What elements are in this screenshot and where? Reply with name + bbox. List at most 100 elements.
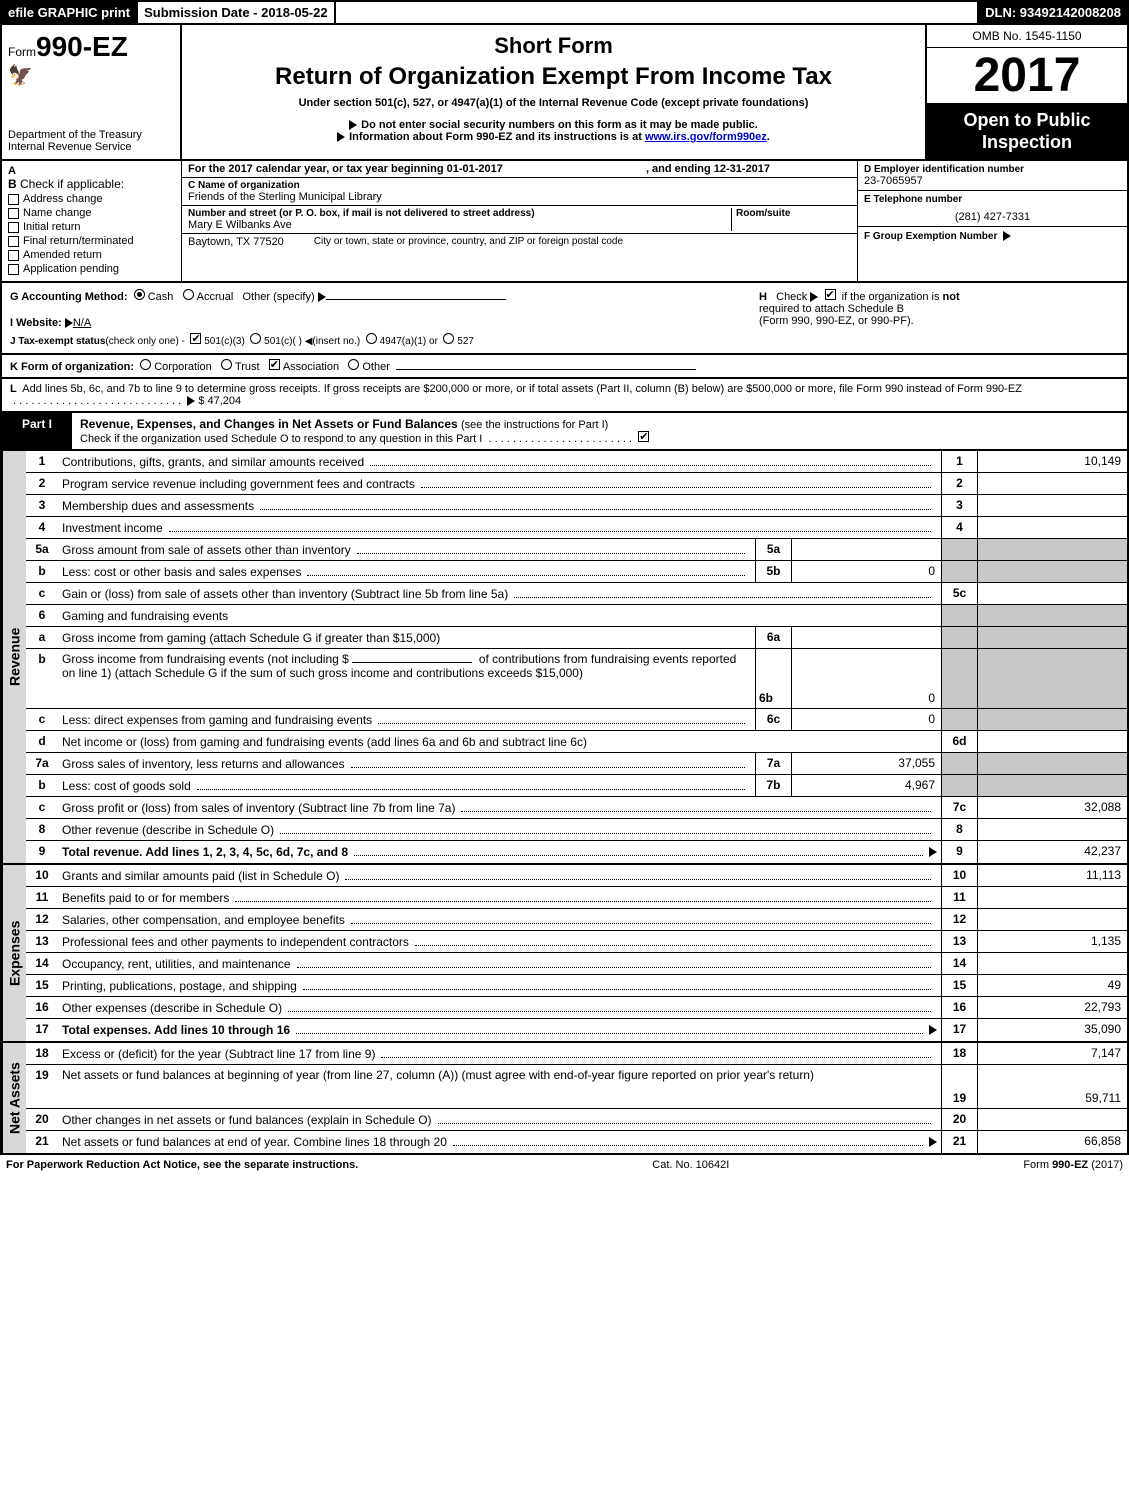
fundraising-amount-line[interactable] [352, 662, 472, 663]
h-label: H [759, 291, 767, 303]
k-line: K Form of organization: Corporation Trus… [0, 355, 1129, 379]
g-label: G Accounting Method: [10, 291, 128, 303]
check-application-pending[interactable] [8, 264, 19, 275]
a-label: A [8, 165, 16, 177]
g-line: G Accounting Method: Cash Accrual Other … [10, 289, 739, 303]
header-center: Short Form Return of Organization Exempt… [182, 25, 927, 159]
check-amended-return[interactable] [8, 250, 19, 261]
row-16: 16 Other expenses (describe in Schedule … [26, 997, 1127, 1019]
row-1: 1 Contributions, gifts, grants, and simi… [26, 451, 1127, 473]
info-prefix: Information about Form 990-EZ and its in… [349, 131, 645, 143]
ln-18: 18 [26, 1043, 58, 1064]
radio-527[interactable] [443, 333, 454, 344]
rn-7c: 7c [941, 797, 977, 818]
rv-19: 59,711 [977, 1065, 1127, 1108]
ln-17: 17 [26, 1019, 58, 1041]
address-box: Number and street (or P. O. box, if mail… [182, 206, 857, 234]
rn-4: 4 [941, 517, 977, 538]
form-number: Form990-EZ [8, 31, 174, 63]
expenses-body: 10 Grants and similar amounts paid (list… [26, 865, 1127, 1041]
ln-14: 14 [26, 953, 58, 974]
arrow-icon [929, 1137, 937, 1147]
e-label: E Telephone number [864, 194, 1121, 205]
rn-20: 20 [941, 1109, 977, 1130]
open-line2: Inspection [931, 132, 1123, 154]
b-label: B [8, 177, 17, 191]
radio-corporation[interactable] [140, 359, 151, 370]
desc-6c: Less: direct expenses from gaming and fu… [62, 713, 372, 727]
radio-cash[interactable] [134, 289, 145, 300]
radio-trust[interactable] [221, 359, 232, 370]
radio-other-org[interactable] [348, 359, 359, 370]
d-ein-row: D Employer identification number 23-7065… [858, 161, 1127, 191]
part-i-title: Revenue, Expenses, and Changes in Net As… [80, 417, 458, 431]
radio-accrual[interactable] [183, 289, 194, 300]
desc-6d: Net income or (loss) from gaming and fun… [62, 735, 587, 749]
room-label: Room/suite [736, 208, 851, 219]
line-a-begin: For the 2017 calendar year, or tax year … [188, 163, 503, 175]
ln-3: 3 [26, 495, 58, 516]
rn-3: 3 [941, 495, 977, 516]
check-501c3[interactable] [190, 333, 201, 344]
rn-12: 12 [941, 909, 977, 930]
row-8: 8 Other revenue (describe in Schedule O)… [26, 819, 1127, 841]
check-initial-return[interactable] [8, 222, 19, 233]
radio-4947[interactable] [366, 333, 377, 344]
rv-7c: 32,088 [977, 797, 1127, 818]
i-line: I Website: N/A [10, 317, 739, 329]
tax-year: 2017 [927, 48, 1127, 104]
check-final-return[interactable] [8, 236, 19, 247]
rv-20 [977, 1109, 1127, 1130]
label-application-pending: Application pending [23, 263, 119, 275]
netassets-ledger: Net Assets 18 Excess or (deficit) for th… [0, 1043, 1129, 1155]
form-number-big: 990-EZ [36, 31, 128, 62]
irs-eagle-icon: 🦅 [8, 63, 174, 88]
row-5b: b Less: cost or other basis and sales ex… [26, 561, 1127, 583]
label-other-org: Other [362, 361, 390, 373]
label-4947: 4947(a)(1) or [380, 336, 438, 347]
rn-15: 15 [941, 975, 977, 996]
check-schedule-o[interactable] [638, 431, 649, 442]
gh-left: G Accounting Method: Cash Accrual Other … [10, 289, 739, 347]
side-tab-revenue: Revenue [2, 451, 26, 863]
check-address-change[interactable] [8, 194, 19, 205]
ln-6c: c [26, 709, 58, 730]
org-name: Friends of the Sterling Municipal Librar… [188, 191, 851, 203]
radio-501c[interactable] [250, 333, 261, 344]
addr-label: Number and street (or P. O. box, if mail… [188, 208, 731, 219]
ln-5c: c [26, 583, 58, 604]
rn-13: 13 [941, 931, 977, 952]
city-value: Baytown, TX 77520 [188, 236, 284, 248]
part-i-desc: Revenue, Expenses, and Changes in Net As… [72, 413, 1127, 449]
line-a-end: , and ending 12-31-2017 [646, 163, 770, 175]
rn-9: 9 [941, 841, 977, 863]
main-title: Return of Organization Exempt From Incom… [192, 63, 915, 91]
check-name-change[interactable] [8, 208, 19, 219]
other-org-line[interactable] [396, 369, 696, 370]
other-specify-line[interactable] [326, 299, 506, 300]
desc-6b-part1: Gross income from fundraising events (no… [62, 652, 349, 666]
rv-15: 49 [977, 975, 1127, 996]
irs-gov-link[interactable]: www.irs.gov/form990ez [645, 131, 767, 143]
ln-21: 21 [26, 1131, 58, 1153]
rv-3 [977, 495, 1127, 516]
footer-form-bold: 990-EZ [1052, 1159, 1088, 1171]
check-h[interactable] [825, 289, 836, 300]
desc-20: Other changes in net assets or fund bala… [62, 1113, 432, 1127]
rv-4 [977, 517, 1127, 538]
footer-form-prefix: Form [1023, 1159, 1049, 1171]
label-initial-return: Initial return [23, 221, 80, 233]
desc-17: Total expenses. Add lines 10 through 16 [62, 1023, 290, 1037]
rv-12 [977, 909, 1127, 930]
check-association[interactable] [269, 359, 280, 370]
desc-11: Benefits paid to or for members [62, 891, 229, 905]
mv-6c: 0 [791, 709, 941, 730]
arrow-icon [929, 847, 937, 857]
mn-6c: 6c [755, 709, 791, 730]
mn-5b: 5b [755, 561, 791, 582]
mn-7b: 7b [755, 775, 791, 796]
mn-6b: 6b [755, 649, 791, 708]
rn-6b-shaded [941, 649, 977, 708]
row-9: 9 Total revenue. Add lines 1, 2, 3, 4, 5… [26, 841, 1127, 863]
footer-form-no: Form 990-EZ (2017) [1023, 1159, 1123, 1171]
